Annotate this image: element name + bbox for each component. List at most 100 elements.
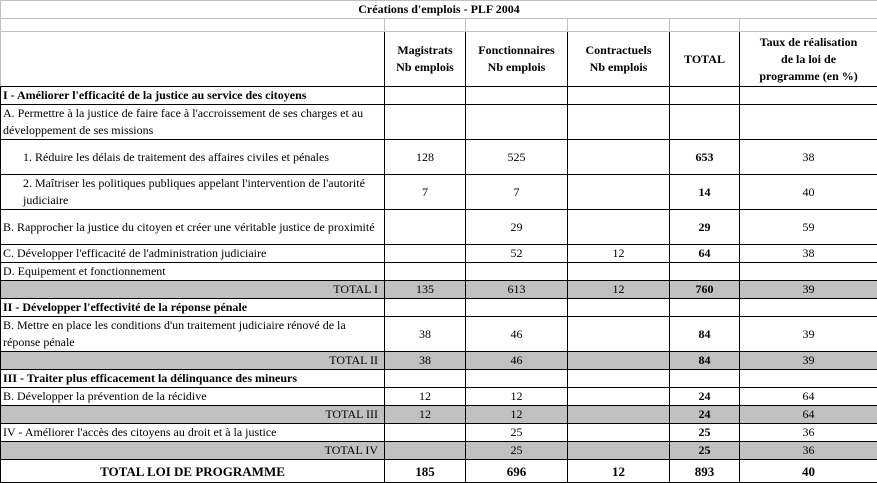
- cell-taux: 38: [740, 140, 877, 175]
- column-header-line: Taux de réalisation: [760, 35, 858, 49]
- row-label: TOTAL I: [1, 281, 385, 299]
- cell-contractuels: [568, 406, 670, 424]
- cell-fonctionnaires: 25: [466, 424, 568, 442]
- cell-magistrats: 38: [385, 317, 466, 352]
- cell-taux: [740, 299, 877, 317]
- cell-fonctionnaires: 52: [466, 245, 568, 263]
- table-row: A. Permettre à la justice de faire face …: [1, 105, 877, 140]
- cell-contractuels: [568, 442, 670, 460]
- column-header-line: Contractuels: [586, 43, 652, 57]
- cell-taux: [740, 263, 877, 281]
- table-row: C. Développer l'efficacité de l'administ…: [1, 245, 877, 263]
- cell-contractuels: [568, 175, 670, 210]
- table-title: Créations d'emplois - PLF 2004: [1, 1, 877, 19]
- cell-magistrats: [385, 299, 466, 317]
- table-row: IV - Améliorer l'accès des citoyens au d…: [1, 424, 877, 442]
- cell-magistrats: 12: [385, 406, 466, 424]
- column-header-line: Fonctionnaires: [478, 43, 554, 57]
- row-label: D. Equipement et fonctionnement: [1, 263, 385, 281]
- cell-total: 893: [670, 460, 740, 483]
- cell-total: 29: [670, 210, 740, 245]
- cell-total: 653: [670, 140, 740, 175]
- cell-total: 64: [670, 245, 740, 263]
- section-row: II - Développer l'effectivité de la répo…: [1, 299, 877, 317]
- row-label: IV - Améliorer l'accès des citoyens au d…: [1, 424, 385, 442]
- cell-fonctionnaires: 12: [466, 388, 568, 406]
- cell-taux: 40: [740, 175, 877, 210]
- cell-contractuels: [568, 370, 670, 388]
- cell-taux: 39: [740, 317, 877, 352]
- cell-total: [670, 87, 740, 105]
- row-label: B. Développer la prévention de la récidi…: [1, 388, 385, 406]
- cell-total: 84: [670, 317, 740, 352]
- cell-contractuels: [568, 210, 670, 245]
- cell-fonctionnaires: 25: [466, 442, 568, 460]
- cell-contractuels: [568, 140, 670, 175]
- cell-fonctionnaires: [466, 263, 568, 281]
- column-header-taux: Taux de réalisation de la loi de programme…: [740, 32, 877, 87]
- cell-magistrats: [385, 370, 466, 388]
- cell-total: 84: [670, 352, 740, 370]
- row-label: B. Rapprocher la justice du citoyen et c…: [1, 210, 385, 245]
- cell-magistrats: 128: [385, 140, 466, 175]
- header-blank: [1, 32, 385, 87]
- cell-total: [670, 105, 740, 140]
- cell-contractuels: [568, 299, 670, 317]
- cell-taux: 40: [740, 460, 877, 483]
- cell-total: [670, 370, 740, 388]
- cell-contractuels: [568, 352, 670, 370]
- cell-magistrats: 12: [385, 388, 466, 406]
- column-header-line: programme (en %): [759, 69, 857, 83]
- cell-taux: 39: [740, 352, 877, 370]
- cell-magistrats: 135: [385, 281, 466, 299]
- cell-total: 24: [670, 406, 740, 424]
- cell-total: 24: [670, 388, 740, 406]
- cell-fonctionnaires: [466, 299, 568, 317]
- cell-taux: [740, 105, 877, 140]
- cell-taux: 36: [740, 442, 877, 460]
- cell-total: 25: [670, 442, 740, 460]
- row-label: TOTAL LOI DE PROGRAMME: [1, 460, 385, 483]
- cell-fonctionnaires: 696: [466, 460, 568, 483]
- cell-magistrats: [385, 424, 466, 442]
- table-row: B. Mettre en place les conditions d'un t…: [1, 317, 877, 352]
- cell-magistrats: [385, 245, 466, 263]
- cell-total: [670, 263, 740, 281]
- row-label: I - Améliorer l'efficacité de la justice…: [1, 87, 385, 105]
- cell-contractuels: [568, 388, 670, 406]
- cell-contractuels: 12: [568, 460, 670, 483]
- cell-fonctionnaires: 7: [466, 175, 568, 210]
- column-header-contractuels: Contractuels Nb emplois: [568, 32, 670, 87]
- cell-magistrats: [385, 442, 466, 460]
- cell-fonctionnaires: 29: [466, 210, 568, 245]
- cell-contractuels: [568, 263, 670, 281]
- row-label: 2. Maîtriser les politiques publiques ap…: [1, 175, 385, 210]
- cell-total: 14: [670, 175, 740, 210]
- cell-taux: 39: [740, 281, 877, 299]
- table-row: B. Rapprocher la justice du citoyen et c…: [1, 210, 877, 245]
- row-label: B. Mettre en place les conditions d'un t…: [1, 317, 385, 352]
- row-label: 1. Réduire les délais de traitement des …: [1, 140, 385, 175]
- column-header-total: TOTAL: [670, 32, 740, 87]
- column-header-line: Nb emplois: [590, 60, 648, 74]
- cell-contractuels: [568, 424, 670, 442]
- cell-fonctionnaires: 613: [466, 281, 568, 299]
- section-row: I - Améliorer l'efficacité de la justice…: [1, 87, 877, 105]
- cell-fonctionnaires: 46: [466, 317, 568, 352]
- cell-magistrats: [385, 263, 466, 281]
- cell-magistrats: 185: [385, 460, 466, 483]
- cell-contractuels: [568, 87, 670, 105]
- column-header-line: de la loi de: [781, 52, 836, 66]
- row-label: II - Développer l'effectivité de la répo…: [1, 299, 385, 317]
- row-label: III - Traiter plus efficacement la délin…: [1, 370, 385, 388]
- row-label: TOTAL II: [1, 352, 385, 370]
- cell-total: 760: [670, 281, 740, 299]
- cell-fonctionnaires: [466, 87, 568, 105]
- table-row: 2. Maîtriser les politiques publiques ap…: [1, 175, 877, 210]
